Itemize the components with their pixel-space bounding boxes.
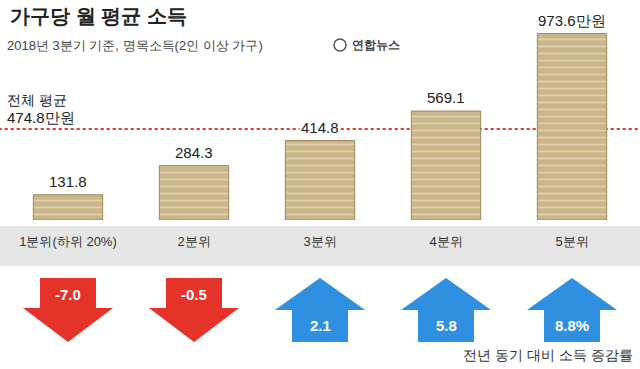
svg-text:전년 동기 대비 소득 증감률: 전년 동기 대비 소득 증감률: [463, 347, 633, 363]
svg-text:5.8: 5.8: [436, 317, 457, 334]
svg-text:1분위(하위 20%): 1분위(하위 20%): [19, 234, 117, 249]
svg-text:2018년 3분기 기준, 명목소득(2인 이상 가구): 2018년 3분기 기준, 명목소득(2인 이상 가구): [7, 38, 263, 53]
svg-text:-0.5: -0.5: [181, 286, 207, 303]
svg-text:973.6만원: 973.6만원: [538, 12, 606, 29]
svg-text:414.8: 414.8: [301, 119, 339, 136]
svg-text:2분위: 2분위: [177, 234, 210, 249]
svg-text:474.8만원: 474.8만원: [7, 109, 75, 126]
svg-text:8.8%: 8.8%: [555, 317, 589, 334]
svg-text:2.1: 2.1: [310, 317, 331, 334]
svg-text:131.8: 131.8: [49, 173, 87, 190]
svg-text:284.3: 284.3: [175, 144, 213, 161]
svg-text:연합뉴스: 연합뉴스: [352, 38, 400, 52]
svg-text:5분위: 5분위: [555, 234, 588, 249]
svg-text:가구당 월 평균 소득: 가구당 월 평균 소득: [10, 5, 187, 27]
svg-text:-7.0: -7.0: [55, 286, 81, 303]
svg-text:전체 평균: 전체 평균: [7, 92, 67, 108]
svg-text:4분위: 4분위: [429, 234, 462, 249]
svg-text:569.1: 569.1: [427, 89, 465, 106]
svg-text:3분위: 3분위: [303, 234, 336, 249]
